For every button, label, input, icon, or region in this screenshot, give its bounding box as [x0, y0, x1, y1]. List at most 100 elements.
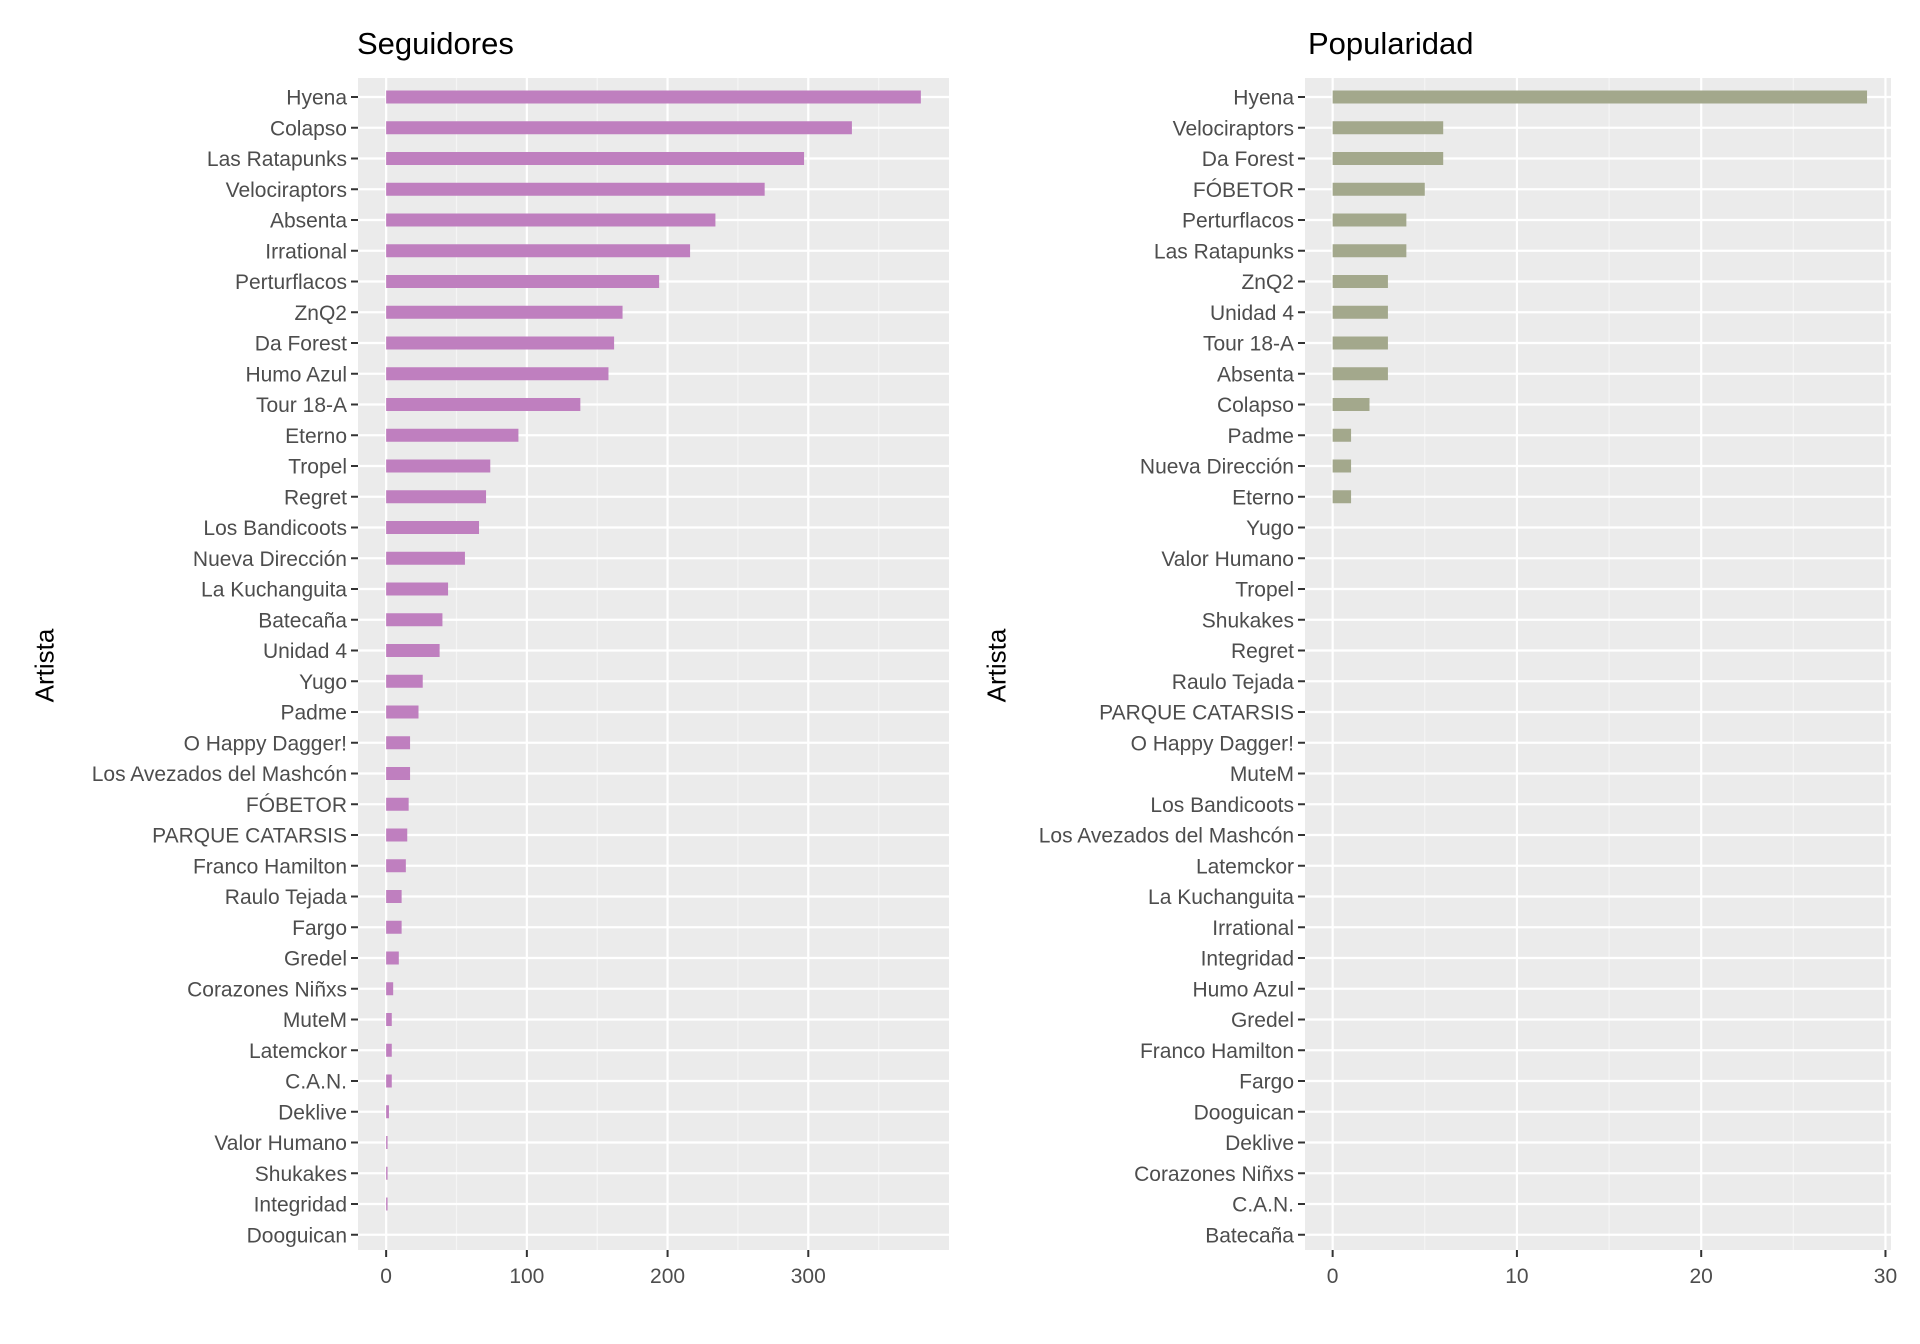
y-tick-label: Shukakes: [1202, 609, 1294, 632]
y-tick-label: Nueva Dirección: [1140, 456, 1294, 479]
y-tick-label: Padme: [280, 702, 347, 725]
y-tick-label: PARQUE CATARSIS: [152, 825, 347, 848]
y-tick-label: Irrational: [265, 240, 347, 263]
bar: [386, 367, 609, 381]
bar: [386, 490, 487, 504]
y-tick-label: Fargo: [292, 917, 347, 940]
y-tick-label: Velociraptors: [1173, 117, 1294, 140]
bar: [386, 459, 491, 473]
y-tick-label: C.A.N.: [285, 1071, 347, 1094]
seguidores-panel: Seguidores Artista 0 100 200 300 Hyena Colaps…: [30, 26, 949, 1288]
bar: [386, 1105, 389, 1119]
y-tick-label: Dooguican: [1194, 1101, 1294, 1124]
x-tick-label: 300: [791, 1265, 826, 1288]
y-tick-label: Regret: [1231, 640, 1294, 663]
y-tick-label: Yugo: [1246, 517, 1294, 540]
y-tick-label: Da Forest: [255, 333, 347, 356]
bar: [1332, 121, 1444, 135]
y-tick-label: Hyena: [1233, 87, 1294, 110]
y-tick-label: Velociraptors: [226, 179, 347, 202]
bar: [1332, 459, 1352, 473]
x-tick-label: 20: [1690, 1265, 1713, 1288]
y-tick-label: La Kuchanguita: [1148, 886, 1294, 909]
x-tick-label: 200: [650, 1265, 685, 1288]
bar: [1332, 275, 1388, 288]
bar: [1332, 213, 1407, 227]
bar: [386, 890, 402, 903]
y-tick-label: ZnQ2: [1241, 271, 1294, 294]
y-tick-label: Humo Azul: [245, 363, 347, 386]
bar: [386, 951, 399, 965]
y-tick-label: Deklive: [1225, 1132, 1294, 1155]
y-tick-label: Deklive: [278, 1101, 347, 1124]
bar: [386, 1166, 388, 1180]
bar: [1332, 336, 1388, 350]
y-tick-label: Regret: [284, 486, 347, 509]
y-tick-label: FÓBETOR: [246, 794, 347, 817]
y-tick-label: Raulo Tejada: [1172, 671, 1295, 694]
y-tick-label: La Kuchanguita: [201, 579, 347, 602]
y-tick-label: FÓBETOR: [1193, 179, 1294, 202]
bar: [1332, 490, 1352, 504]
bar: [386, 1074, 392, 1088]
y-tick-label: Colapso: [270, 117, 347, 140]
y-tick-label: Fargo: [1239, 1071, 1294, 1094]
y-tick-label: Integridad: [1201, 948, 1294, 971]
y-tick-label: Tropel: [288, 456, 347, 479]
y-tick-label: Gredel: [284, 948, 347, 971]
y-tick-label: Perturflacos: [235, 271, 347, 294]
y-tick-label: Padme: [1227, 425, 1294, 448]
chart-title: Seguidores: [357, 26, 514, 61]
seguidores-chart: 0 100 200 300 Hyena Colapso Las Ratapunks Veloc…: [92, 78, 949, 1288]
y-tick-label: Da Forest: [1202, 148, 1294, 171]
y-tick-label: O Happy Dagger!: [1131, 732, 1294, 755]
bar: [386, 613, 443, 627]
bar: [1332, 244, 1407, 258]
y-tick-label: Perturflacos: [1182, 210, 1294, 233]
bar: [386, 859, 406, 873]
bar: [386, 551, 465, 565]
y-tick-label: Raulo Tejada: [225, 886, 348, 909]
bar: [1332, 182, 1425, 196]
bar: [386, 1013, 392, 1026]
y-tick-label: Shukakes: [255, 1163, 347, 1186]
y-tick-label: Franco Hamilton: [193, 855, 347, 878]
y-tick-label: Nueva Dirección: [193, 548, 347, 571]
y-tick-label: O Happy Dagger!: [184, 732, 347, 755]
bar: [386, 674, 423, 688]
y-tick-label: Latemckor: [249, 1040, 347, 1063]
bar: [386, 336, 615, 350]
y-tick-label: Los Bandicoots: [203, 517, 347, 540]
bar: [386, 920, 402, 934]
y-tick-label: Latemckor: [1196, 855, 1294, 878]
y-tick-label: Las Ratapunks: [207, 148, 347, 171]
x-tick-label: 30: [1874, 1265, 1897, 1288]
y-tick-label: Integridad: [254, 1194, 347, 1217]
popularidad-chart: 0 10 20 30 Hyena Velociraptors Da Forest FÓBETO…: [1039, 78, 1897, 1288]
bar: [386, 152, 805, 165]
popularidad-panel: Popularidad Artista 0 10 20 30 Hyena Velocira…: [960, 0, 1920, 1344]
y-tick-label: Valor Humano: [1161, 548, 1294, 571]
bar: [386, 705, 419, 719]
y-tick-label: Hyena: [286, 87, 347, 110]
y-tick-label: Valor Humano: [214, 1132, 347, 1155]
x-tick-label: 10: [1505, 1265, 1528, 1288]
y-tick-label: Absenta: [1217, 363, 1294, 386]
y-tick-label: Corazones Niñxs: [1134, 1163, 1294, 1186]
y-tick-label: Batecaña: [1205, 1224, 1294, 1247]
bar: [386, 428, 519, 442]
y-tick-label: Unidad 4: [1210, 302, 1294, 325]
y-tick-label: Los Avezados del Mashcón: [1039, 825, 1294, 848]
y-tick-label: Absenta: [270, 210, 347, 233]
bar: [386, 582, 449, 596]
y-tick-label: Humo Azul: [1192, 978, 1294, 1001]
bar: [386, 1136, 388, 1149]
bar: [386, 305, 623, 319]
x-tick-label: 100: [509, 1265, 544, 1288]
y-tick-label: Eterno: [1232, 486, 1294, 509]
chart-title: Popularidad: [1308, 26, 1474, 61]
bar: [386, 644, 440, 657]
bar: [386, 736, 411, 750]
y-tick-label: MuteM: [283, 1009, 347, 1032]
y-tick-label: Batecaña: [258, 609, 347, 632]
